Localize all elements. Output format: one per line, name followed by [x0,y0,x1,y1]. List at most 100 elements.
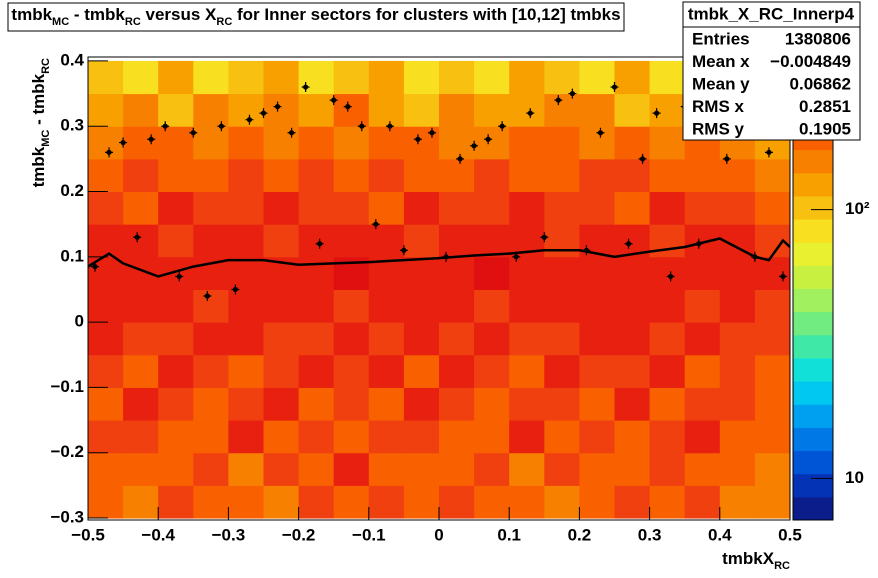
heat-cell [263,289,300,323]
heat-cell [579,420,615,454]
heat-cell [649,387,686,421]
heat-cell [123,126,159,160]
heat-cell [614,485,651,519]
colorbar-band [793,435,833,444]
profile-point [161,121,170,132]
heat-cell [684,322,721,356]
heat-cell [719,420,756,454]
heat-cell [263,60,300,95]
heat-cell [684,485,721,519]
heat-cell [544,224,580,258]
heat-cell [403,420,440,454]
colorbar-band [793,496,833,506]
heat-cell [368,93,405,127]
x-tick-label: 0.2 [568,525,592,544]
heat-cell [193,93,229,127]
heat-cell [158,126,194,160]
heat-cell [684,158,721,193]
heat-cell [88,60,124,95]
heat-cell [439,256,475,290]
colorbar-band [793,319,833,328]
heat-cell [649,420,686,454]
heat-cell [158,158,194,193]
heat-cell [684,354,721,388]
heat-cell [579,191,615,225]
profile-point [750,251,759,262]
text-part: MC [52,16,69,28]
heat-cell [439,485,475,519]
heat-cell [88,93,124,127]
heat-cell [509,420,545,454]
profile-point [512,251,521,262]
heat-cell [158,60,194,95]
heat-cell [754,289,790,323]
heat-cell [88,322,124,356]
heat-cell [158,452,194,486]
colorbar-band [793,149,833,158]
heat-cell [193,485,229,519]
y-tick-label: 0.4 [60,50,84,69]
heat-cell [754,322,790,356]
heat-cell [263,224,300,258]
heatmap [88,60,790,519]
heat-cell [298,485,335,519]
colorbar-band [793,311,833,320]
profile-point [133,232,142,243]
heat-cell [509,60,545,95]
heat-cell [439,322,475,356]
heat-cell [474,256,510,290]
heat-cell [649,126,686,160]
colorbar-band [793,504,833,513]
heat-cell [228,485,264,519]
heat-cell [544,420,580,454]
heat-cell [754,420,790,454]
heat-cell [263,485,300,519]
colorbar-band [793,512,833,521]
heat-cell [333,191,370,225]
heat-cell [298,256,335,290]
heat-cell [474,420,510,454]
heat-cell [193,224,229,258]
colorbar-band [793,411,833,421]
heat-cell [614,354,651,388]
heat-cell [228,93,264,127]
stats-label: RMS x [692,97,745,116]
heat-cell [263,158,300,193]
heat-cell [298,93,335,127]
colorbar-band [793,350,833,359]
colorbar-band [793,265,833,274]
heat-cell [333,420,370,454]
heat-cell [579,126,615,160]
heat-cell [298,452,335,486]
profile-point [484,134,493,145]
colorbar-band [793,157,833,166]
profile-point [638,153,647,164]
heat-cell [333,60,370,95]
heat-cell [193,60,229,95]
heat-cell [333,126,370,160]
heat-cell [368,354,405,388]
heat-cell [474,224,510,258]
heat-cell [158,93,194,127]
heat-cell [509,387,545,421]
profile-point [259,108,268,119]
heat-cell [298,387,335,421]
colorbar-band [793,404,833,413]
heat-cell [123,322,159,356]
colorbar-band [793,465,833,475]
heat-cell [88,420,124,454]
heat-cell [544,60,580,95]
colorbar-band [793,373,833,382]
text-part: MC [40,130,52,147]
heat-cell [614,191,651,225]
heat-cell [439,420,475,454]
heat-cell [403,191,440,225]
heat-cell [403,289,440,323]
colorbar-band [793,303,833,313]
heat-cell [193,387,229,421]
heat-cell [263,191,300,225]
heat-cell [719,158,756,193]
heat-cell [88,452,124,486]
profile-point [413,134,422,145]
